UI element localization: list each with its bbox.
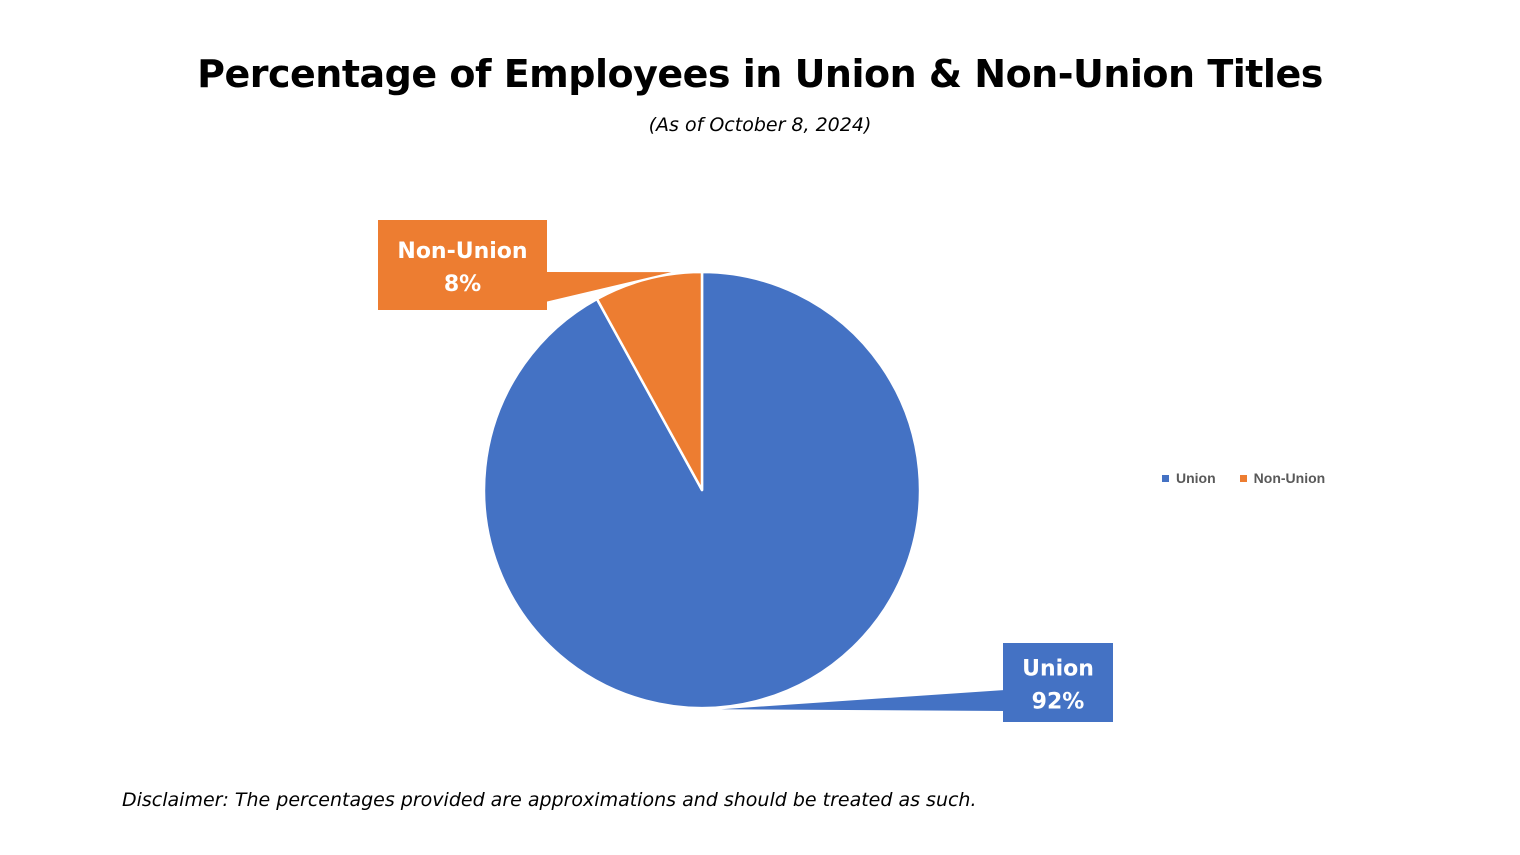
chart-legend: Union Non-Union <box>1162 470 1349 486</box>
callout-union: Union 92% <box>721 643 1113 722</box>
callout-box-non-union <box>378 220 547 310</box>
data-label-category-union: Union <box>1022 657 1094 682</box>
pie-slices <box>482 270 922 710</box>
callout-non-union: Non-Union 8% <box>378 220 672 310</box>
legend-label-union: Union <box>1176 470 1216 486</box>
callout-box-union <box>1003 643 1113 722</box>
data-label-callouts: Union 92% Non-Union 8% <box>378 220 1113 722</box>
chart-subtitle: (As of October 8, 2024) <box>648 114 872 136</box>
data-label-value-union: 92% <box>1032 690 1085 715</box>
callout-leader-union <box>721 690 1005 711</box>
callout-leader-non-union <box>545 272 672 302</box>
legend-swatch-union <box>1162 474 1169 482</box>
pie-slice-non-union <box>595 270 704 492</box>
legend-entry-non-union: Non-Union <box>1239 470 1326 486</box>
chart-title: Percentage of Employees in Union & Non-U… <box>197 52 1323 96</box>
data-label-value-non-union: 8% <box>444 272 481 297</box>
legend-label-non-union: Non-Union <box>1253 470 1326 486</box>
legend-swatch-non-union <box>1239 474 1247 482</box>
data-label-category-non-union: Non-Union <box>397 239 527 264</box>
disclaimer-text: Disclaimer: The percentages provided are… <box>122 789 977 811</box>
legend-entry-union: Union <box>1162 470 1216 486</box>
